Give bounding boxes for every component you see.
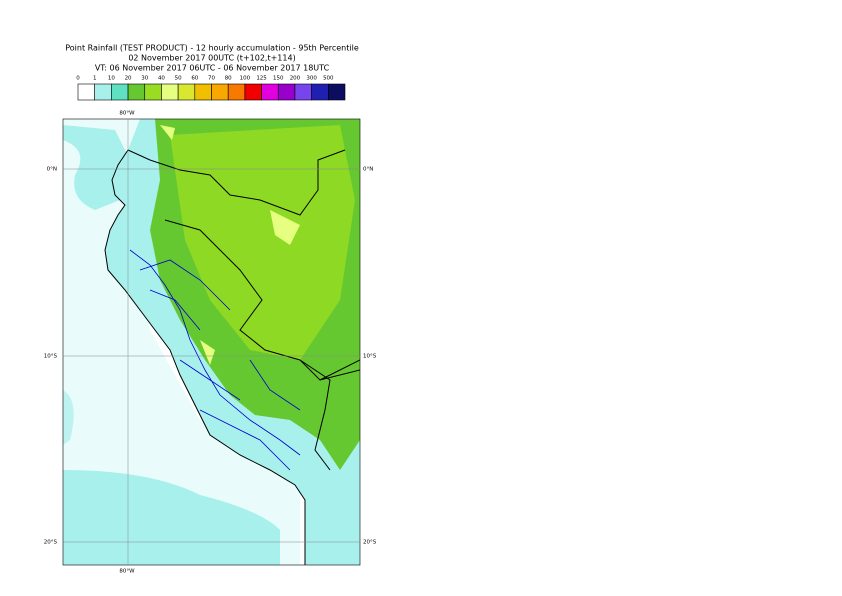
legend-swatch (311, 83, 329, 101)
legend-label: 30 (141, 76, 148, 82)
legend-swatch (77, 83, 95, 101)
legend-label: 70 (208, 76, 215, 82)
lon-label: 80°W (119, 111, 135, 117)
legend-swatch (127, 83, 146, 101)
legend-label: 80 (225, 76, 232, 82)
legend-label: 60 (191, 76, 198, 82)
legend-label: 10 (108, 76, 115, 82)
run-info: 02 November 2017 00UTC (t+102,t+114) (128, 54, 295, 63)
valid-time: VT: 06 November 2017 06UTC - 06 November… (95, 64, 330, 73)
legend-label: 300 (306, 76, 317, 82)
legend-swatch (328, 83, 346, 101)
legend-swatch (177, 83, 196, 101)
map-frame (62, 118, 361, 566)
legend-label: 20 (125, 76, 132, 82)
graticule (63, 119, 360, 565)
lat-label: 0°N (363, 167, 373, 173)
legend: 0 1 10 20 30 40 50 60 70 80 100 125 150 200 300 500 (76, 76, 346, 101)
legend-swatch (227, 83, 246, 101)
lat-label: 20°S (44, 540, 58, 546)
legend-swatch (94, 83, 112, 101)
lat-label: 20°S (363, 540, 377, 546)
legend-label: 40 (158, 76, 165, 82)
lat-label: 0°N (47, 167, 57, 173)
legend-label: 1 (93, 76, 97, 82)
legend-label: 0 (76, 76, 80, 82)
legend-label: 200 (290, 76, 301, 82)
title: Point Rainfall (TEST PRODUCT) - 12 hourl… (65, 44, 359, 53)
lat-label: 10°S (363, 354, 377, 360)
legend-swatch (277, 83, 296, 101)
legend-swatch (244, 83, 262, 101)
map (63, 119, 360, 565)
lat-label: 10°S (44, 354, 58, 360)
legend-label: 50 (175, 76, 182, 82)
legend-swatch (161, 83, 179, 101)
legend-swatch (211, 83, 229, 101)
legend-swatch (194, 83, 212, 101)
legend-label: 500 (323, 76, 334, 82)
legend-swatch (261, 83, 279, 101)
lon-label: 80°W (119, 569, 135, 575)
legend-swatch (294, 83, 312, 101)
legend-label: 125 (256, 76, 267, 82)
legend-label: 150 (273, 76, 284, 82)
legend-swatch (144, 83, 162, 101)
legend-label: 100 (240, 76, 251, 82)
legend-swatch (111, 83, 129, 101)
